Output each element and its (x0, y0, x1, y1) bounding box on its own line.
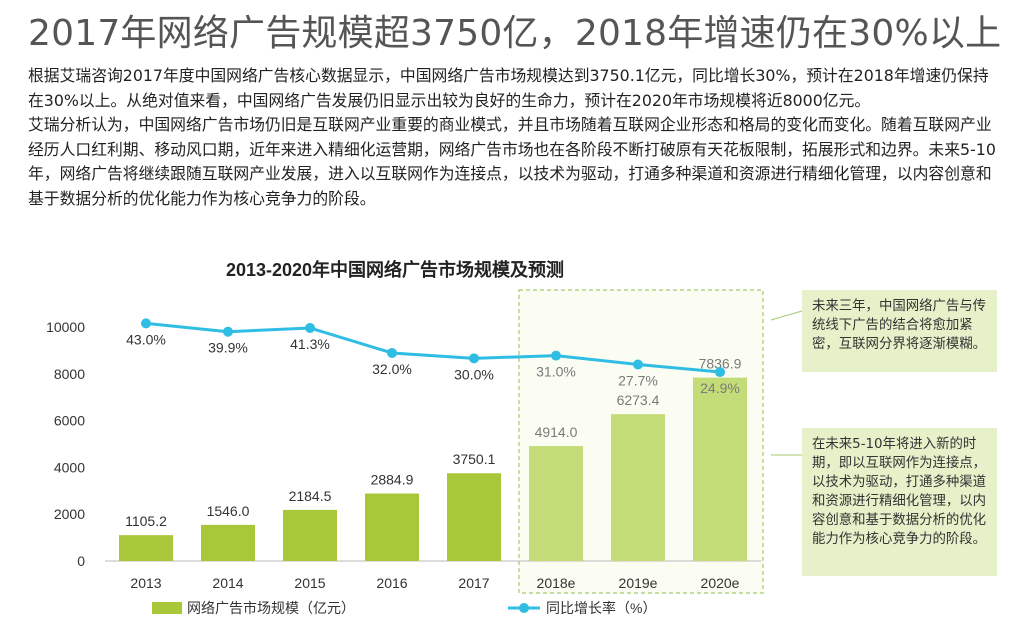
growth-line (145, 321, 721, 374)
y-tick-label: 2000 (54, 506, 85, 522)
legend-line-marker (519, 603, 529, 613)
bar (611, 414, 665, 561)
growth-label: 43.0% (126, 331, 166, 347)
bar-value-label: 3750.1 (453, 451, 496, 467)
legend-bar-label: 网络广告市场规模（亿元） (187, 600, 355, 616)
growth-label: 39.9% (208, 340, 248, 356)
x-tick-label: 2018e (537, 575, 576, 591)
paragraph-2: 艾瑞分析认为，中国网络广告市场仍旧是互联网产业重要的商业模式，并且市场随着互联网… (28, 115, 996, 208)
y-tick-label: 6000 (54, 413, 85, 429)
legend-line-label: 同比增长率（%） (546, 600, 656, 616)
bar (365, 493, 419, 561)
legend-bar-swatch (152, 602, 182, 614)
bar (693, 377, 747, 561)
growth-point (223, 326, 233, 337)
x-tick-label: 2019e (619, 575, 658, 591)
x-tick-label: 2017 (458, 575, 489, 591)
note-top: 未来三年，中国网络广告与传统线下广告的结合将愈加紧密，互联网分界将逐渐模糊。 (802, 290, 997, 372)
growth-label: 24.9% (700, 380, 740, 396)
growth-point (141, 318, 151, 329)
growth-label: 27.7% (618, 373, 658, 389)
y-tick-label: 8000 (54, 366, 85, 382)
x-tick-label: 2013 (130, 575, 161, 591)
note-top-connector (770, 310, 803, 321)
bar-value-label: 1105.2 (125, 513, 167, 529)
growth-point (387, 347, 397, 358)
bar (529, 446, 583, 561)
growth-line-series: 43.0% 39.9% 41.3% 32.0% 30.0% 31.0% 27.7% 24.9% (126, 318, 740, 396)
bar-value-label: 2184.5 (289, 488, 332, 504)
growth-label: 31.0% (536, 364, 576, 380)
paragraph-1: 根据艾瑞咨询2017年度中国网络广告核心数据显示，中国网络广告市场规模达到375… (28, 66, 989, 110)
growth-label: 30.0% (454, 366, 494, 382)
note-bottom: 在未来5-10年将进入新的时期，即以互联网作为连接点，以技术为驱动，打通多种渠道… (802, 428, 997, 576)
x-tick-label: 2014 (212, 575, 243, 591)
y-tick-label: 0 (77, 553, 85, 569)
x-tick-label: 2016 (376, 575, 407, 591)
growth-point (551, 350, 561, 361)
bar-value-label: 6273.4 (617, 392, 660, 408)
y-tick-label: 10000 (46, 319, 85, 335)
bar-value-label: 7836.9 (699, 356, 742, 372)
x-tick-label: 2020e (701, 575, 740, 591)
legend: 网络广告市场规模（亿元） 同比增长率（%） (152, 600, 656, 616)
page-title: 2017年网络广告规模超3750亿，2018年增速仍在30%以上 (28, 13, 1002, 54)
bar (447, 473, 501, 561)
bar-series: 1105.2 2013 1546.0 2014 2184.5 2015 2884.9 2016… (119, 356, 747, 591)
bar-value-label: 4914.0 (535, 424, 578, 440)
intro-text: 根据艾瑞咨询2017年度中国网络广告核心数据显示，中国网络广告市场规模达到375… (28, 64, 1000, 212)
bar-value-label: 1546.0 (207, 503, 250, 519)
growth-label: 41.3% (290, 336, 330, 352)
growth-point (305, 322, 315, 333)
bar-value-label: 2884.9 (371, 471, 414, 487)
growth-point (633, 359, 643, 370)
growth-point (715, 367, 725, 378)
bar (119, 535, 173, 561)
bar (201, 524, 255, 561)
chart-title: 2013-2020年中国网络广告市场规模及预测 (226, 259, 564, 280)
growth-label: 32.0% (372, 361, 412, 377)
growth-point (469, 353, 479, 364)
x-tick-label: 2015 (294, 575, 325, 591)
bar (283, 509, 337, 561)
y-tick-label: 4000 (54, 459, 85, 475)
